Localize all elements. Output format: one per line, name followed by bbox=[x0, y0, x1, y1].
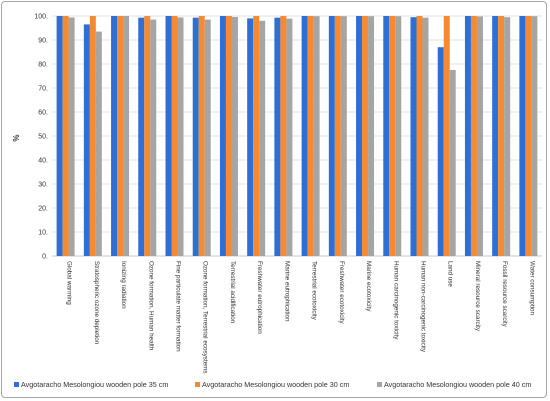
bar bbox=[328, 16, 335, 256]
bar bbox=[150, 19, 157, 256]
y-tick-label: 10. bbox=[38, 230, 48, 237]
bar bbox=[111, 16, 118, 256]
bar bbox=[504, 17, 511, 257]
gridlines bbox=[52, 15, 542, 257]
bar bbox=[498, 16, 505, 256]
x-tick-label: Stratospheric ozone depletion bbox=[93, 261, 100, 345]
bar bbox=[313, 16, 320, 256]
bar bbox=[492, 16, 499, 256]
x-tick-label: Land use bbox=[447, 261, 454, 287]
x-tick-label: Ozone formation, Terrestrial ecosystems bbox=[202, 261, 209, 374]
bar bbox=[274, 17, 281, 257]
y-tick-label: 30. bbox=[38, 182, 48, 189]
bar bbox=[395, 16, 402, 256]
y-tick-label: 70. bbox=[38, 86, 48, 93]
bar bbox=[231, 16, 238, 257]
bar bbox=[117, 16, 124, 256]
x-tick-label: Human non-carcinogenic toxicity bbox=[420, 261, 427, 353]
bar bbox=[83, 24, 90, 257]
x-tick-label: Fossil resource scarcity bbox=[501, 261, 508, 328]
bar bbox=[334, 16, 341, 256]
bar bbox=[301, 16, 308, 256]
bar bbox=[307, 16, 314, 256]
x-tick-label: Freshwater eutrophication bbox=[256, 261, 263, 334]
bar bbox=[531, 16, 538, 256]
bar bbox=[56, 16, 63, 256]
legend-label: Avgotaracho Mesolongiou wooden pole 35 c… bbox=[21, 380, 168, 389]
bar bbox=[89, 16, 96, 256]
bar bbox=[443, 16, 450, 256]
x-tick-label: Human carcinogenic toxicity bbox=[392, 261, 399, 340]
x-tick-label: Marine eutrophication bbox=[283, 261, 290, 322]
bar bbox=[95, 31, 102, 256]
bar bbox=[449, 70, 456, 256]
y-tick-label: 50. bbox=[38, 134, 48, 141]
x-tick-label: Ozone formation, Human health bbox=[147, 261, 154, 351]
x-tick-label: Terrestrial ecotoxicity bbox=[311, 261, 318, 321]
bar bbox=[368, 16, 375, 256]
bar bbox=[192, 17, 199, 257]
bar bbox=[123, 16, 130, 256]
y-tick-label: 80. bbox=[38, 62, 48, 69]
y-tick-label: 0. bbox=[42, 254, 48, 261]
x-tick-label: Fine particulate matter formation bbox=[175, 261, 182, 352]
bar bbox=[286, 18, 293, 256]
bar bbox=[464, 16, 471, 256]
legend-label: Avgotaracho Mesolongiou wooden pole 30 c… bbox=[202, 380, 349, 389]
x-axis: Global warming Stratospheric ozone deplet… bbox=[66, 261, 536, 374]
x-tick-label: Mineral resource scarcity bbox=[474, 261, 481, 332]
bar bbox=[422, 17, 429, 257]
bar bbox=[280, 16, 287, 256]
bar bbox=[410, 17, 417, 257]
legend-swatch bbox=[195, 382, 200, 387]
bar bbox=[470, 16, 477, 256]
bar bbox=[525, 16, 532, 256]
y-tick-label: 40. bbox=[38, 158, 48, 165]
y-axis: 0. 10. 20. 30. 40. 50. 60. 70. 80. 90. 100. bbox=[34, 14, 542, 261]
bar bbox=[144, 16, 151, 256]
bar bbox=[259, 20, 266, 256]
x-tick-label: Water consumption bbox=[528, 261, 535, 316]
bar bbox=[204, 19, 211, 256]
bar bbox=[253, 16, 260, 256]
bar bbox=[416, 16, 423, 256]
bar bbox=[383, 16, 390, 256]
legend-label: Avgotaracho Mesolongiou wooden pole 40 c… bbox=[384, 380, 531, 389]
x-tick-label: Marine ecotoxicity bbox=[365, 261, 372, 312]
bars bbox=[56, 16, 538, 257]
bar bbox=[171, 16, 178, 256]
x-tick-label: Global warming bbox=[66, 261, 73, 305]
bar bbox=[519, 16, 526, 256]
bar bbox=[437, 47, 444, 257]
bar bbox=[340, 16, 347, 256]
bar bbox=[177, 17, 184, 256]
bar bbox=[138, 17, 145, 257]
bar bbox=[225, 16, 232, 256]
y-tick-label: 60. bbox=[38, 110, 48, 117]
bar bbox=[62, 16, 69, 256]
legend: Avgotaracho Mesolongiou wooden pole 35 c… bbox=[14, 380, 531, 389]
y-axis-label: % bbox=[12, 134, 21, 141]
bar bbox=[389, 16, 396, 256]
bar bbox=[198, 16, 205, 256]
legend-swatch bbox=[377, 382, 382, 387]
bar bbox=[362, 16, 369, 256]
bar bbox=[219, 16, 226, 256]
x-tick-label: Ionizing radiation bbox=[120, 261, 127, 309]
x-tick-label: Freshwater ecotoxicity bbox=[338, 261, 345, 324]
bar bbox=[68, 17, 75, 256]
y-tick-label: 100. bbox=[34, 14, 48, 21]
y-tick-label: 20. bbox=[38, 206, 48, 213]
bar bbox=[247, 18, 254, 257]
y-tick-label: 90. bbox=[38, 38, 48, 45]
bar bbox=[476, 16, 483, 257]
x-tick-label: Terrestrial acidification bbox=[229, 261, 236, 324]
legend-swatch bbox=[14, 382, 19, 387]
bar bbox=[165, 16, 172, 256]
bar bbox=[356, 16, 363, 256]
